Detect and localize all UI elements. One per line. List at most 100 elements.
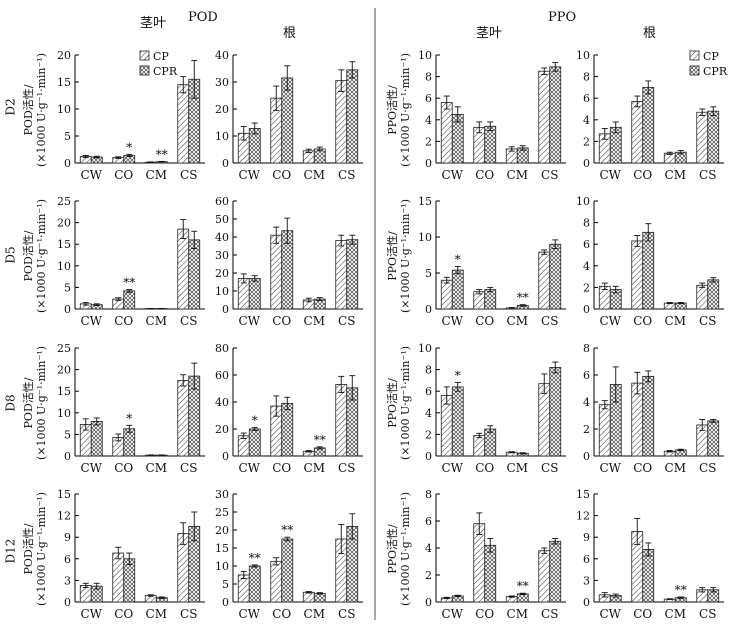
significance-mark: ** [517,291,529,305]
bar-cpr-cw [248,565,261,603]
y-tick-label: 15 [57,238,71,251]
y-axis-title-line1: POD活性/ [21,523,35,574]
bar-cpr-co [642,549,655,603]
y-tick-label: 10 [215,560,229,573]
y-tick-label: 0 [64,157,71,170]
significance-mark: * [455,253,461,267]
y-tick-label: 4 [583,114,590,127]
x-tick-label: CM [304,607,325,621]
significance-mark: * [126,140,132,154]
y-axis-title-line2: (×1000 U·g⁻¹·min⁻¹) [399,199,412,313]
x-tick-label: CM [665,607,686,621]
y-tick-label: 25 [215,506,229,519]
bar-cp-cs [335,80,348,164]
bar-cp-cs [538,251,551,310]
bar-cpr-cs [346,239,359,310]
pod-ylabel-2: POD活性/(×1000 U·g⁻¹·min⁻¹) [21,346,48,460]
y-tick-label: 4 [425,114,432,127]
y-tick-label: 3 [64,574,71,587]
y-tick-label: 15 [57,385,71,398]
y-tick-label: 10 [418,342,432,355]
x-tick-label: CO [114,168,133,182]
bar-cp-co [631,240,644,310]
y-axis-title-line2: (×1000 U·g⁻¹·min⁻¹) [399,53,412,167]
panel-D8-POD-stem: 0 5 10 15 20 25 CW CO CM CS * [57,342,205,475]
y-tick-label: 30 [215,488,229,501]
x-tick-label: CM [146,461,167,475]
x-tick-label: CO [633,314,652,328]
y-axis-title-line2: (×1000 U·g⁻¹·min⁻¹) [35,346,48,460]
x-tick-label: CO [272,607,291,621]
y-axis-title-line1: PPO活性/ [385,378,399,428]
x-tick-label: CS [541,461,558,475]
y-tick-label: 6 [583,238,590,251]
significance-mark: ** [123,276,135,290]
y-axis-title-line1: PPO活性/ [385,231,399,281]
bar-cpr-cw [248,428,261,457]
bar-cp-cs [177,84,190,164]
pod-stem-header: 茎叶 [140,16,167,31]
y-axis-title-line1: PPO活性/ [385,524,399,574]
x-tick-label: CO [475,607,494,621]
y-tick-label: 10 [57,260,71,273]
bar-cp-cs [538,550,551,603]
y-tick-label: 5 [222,578,229,591]
x-tick-label: CM [146,168,167,182]
bar-cp-co [473,435,486,457]
bar-cp-cs [177,379,190,457]
y-axis-title-line2: (×1000 U·g⁻¹·min⁻¹) [35,199,48,313]
y-tick-label: 15 [418,195,432,208]
legend-swatch-cp [139,50,150,61]
x-tick-label: CM [507,314,528,328]
significance-mark: * [252,414,258,428]
y-tick-label: 12 [576,510,590,523]
panel-D5-PPO-root: 0 2 4 6 8 10 CW CO CM CS [576,195,724,328]
bar-cp-co [270,234,283,310]
bar-cpr-cs [549,367,562,457]
bar-cp-cm [302,591,315,603]
y-tick-label: 6 [425,385,432,398]
y-tick-label: 10 [418,49,432,62]
significance-mark: ** [675,583,687,597]
x-tick-label: CM [507,607,528,621]
x-tick-label: CM [507,461,528,475]
x-tick-label: CS [699,461,716,475]
x-tick-label: CW [238,168,260,182]
y-tick-label: 0 [583,157,590,170]
bar-cp-cs [335,384,348,457]
y-tick-label: 40 [215,49,229,62]
y-tick-label: 15 [576,488,590,501]
x-tick-label: CW [238,607,260,621]
x-tick-label: CO [633,607,652,621]
y-tick-label: 15 [57,488,71,501]
bar-cpr-cs [549,243,562,310]
legend-label-cpr: CPR [153,65,178,78]
bar-cpr-cs [549,540,562,603]
y-tick-label: 10 [418,231,432,244]
x-tick-label: CW [441,168,463,182]
y-tick-label: 10 [215,130,229,143]
y-tick-label: 3 [583,574,590,587]
bar-cpr-cm [313,592,326,603]
bar-cpr-co [642,231,655,310]
y-tick-label: 60 [215,195,229,208]
y-tick-label: 20 [57,364,71,377]
bar-cpr-cs [707,420,720,457]
y-tick-label: 80 [215,342,229,355]
y-tick-label: 20 [215,267,229,280]
y-tick-label: 8 [583,342,590,355]
bar-cp-co [112,552,125,603]
y-tick-label: 10 [215,285,229,298]
x-tick-label: CO [475,461,494,475]
ppo-ylabel-0: PPO活性/(×1000 U·g⁻¹·min⁻¹) [385,53,412,167]
x-tick-label: CO [633,461,652,475]
x-tick-label: CM [146,314,167,328]
y-tick-label: 0 [425,303,432,316]
bar-cp-cs [177,228,190,310]
significance-mark: * [126,411,132,425]
y-tick-label: 40 [215,396,229,409]
x-tick-label: CS [338,168,355,182]
y-tick-label: 0 [222,596,229,609]
x-tick-label: CO [114,314,133,328]
